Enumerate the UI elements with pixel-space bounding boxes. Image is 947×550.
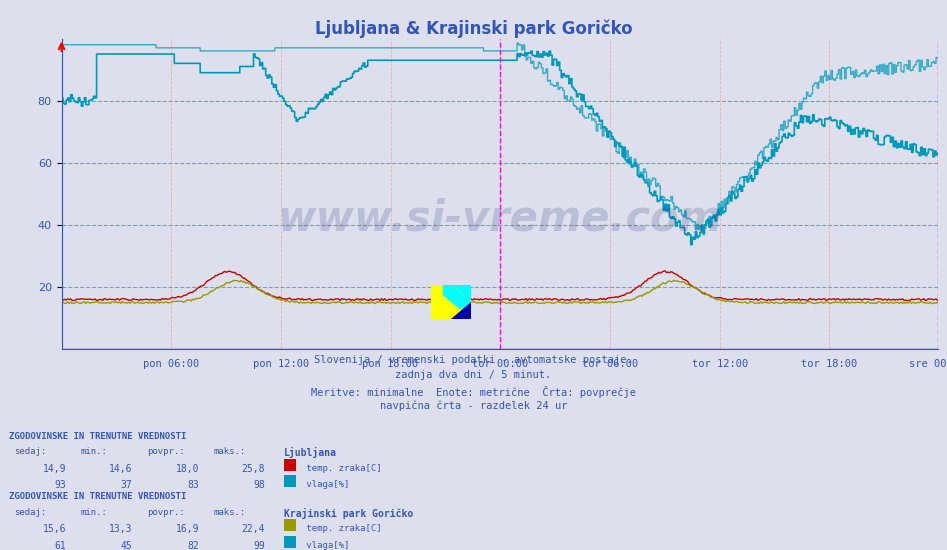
Text: zadnja dva dni / 5 minut.: zadnja dva dni / 5 minut.	[396, 370, 551, 380]
Polygon shape	[451, 285, 471, 302]
Text: sedaj:: sedaj:	[14, 447, 46, 456]
Text: 16,9: 16,9	[175, 524, 199, 534]
Text: 99: 99	[254, 541, 265, 550]
Text: 98: 98	[254, 480, 265, 490]
Text: temp. zraka[C]: temp. zraka[C]	[301, 464, 382, 472]
Text: 15,6: 15,6	[43, 524, 66, 534]
Text: vlaga[%]: vlaga[%]	[301, 541, 349, 549]
Text: maks.:: maks.:	[213, 447, 245, 456]
Text: povpr.:: povpr.:	[147, 447, 185, 456]
Text: navpična črta - razdelek 24 ur: navpična črta - razdelek 24 ur	[380, 401, 567, 411]
Text: 37: 37	[121, 480, 133, 490]
Text: min.:: min.:	[80, 447, 107, 456]
Text: maks.:: maks.:	[213, 508, 245, 516]
Text: 82: 82	[188, 541, 199, 550]
Text: ZGODOVINSKE IN TRENUTNE VREDNOSTI: ZGODOVINSKE IN TRENUTNE VREDNOSTI	[9, 492, 187, 501]
Text: 14,6: 14,6	[109, 464, 133, 474]
Text: ZGODOVINSKE IN TRENUTNE VREDNOSTI: ZGODOVINSKE IN TRENUTNE VREDNOSTI	[9, 432, 187, 441]
Text: vlaga[%]: vlaga[%]	[301, 480, 349, 489]
Text: 22,4: 22,4	[241, 524, 265, 534]
Polygon shape	[451, 302, 471, 319]
Text: 13,3: 13,3	[109, 524, 133, 534]
Text: min.:: min.:	[80, 508, 107, 516]
Text: povpr.:: povpr.:	[147, 508, 185, 516]
Text: www.si-vreme.com: www.si-vreme.com	[277, 198, 722, 240]
Text: 14,9: 14,9	[43, 464, 66, 474]
Text: 83: 83	[188, 480, 199, 490]
Text: Slovenija / vremenski podatki - avtomatske postaje.: Slovenija / vremenski podatki - avtomats…	[314, 355, 633, 365]
Text: Krajinski park Goričko: Krajinski park Goričko	[284, 508, 413, 519]
Text: Meritve: minimalne  Enote: metrične  Črta: povprečje: Meritve: minimalne Enote: metrične Črta:…	[311, 386, 636, 398]
Text: temp. zraka[C]: temp. zraka[C]	[301, 524, 382, 533]
Text: sedaj:: sedaj:	[14, 508, 46, 516]
Text: 61: 61	[55, 541, 66, 550]
Text: Ljubljana & Krajinski park Goričko: Ljubljana & Krajinski park Goričko	[314, 19, 633, 38]
Text: Ljubljana: Ljubljana	[284, 447, 337, 458]
Text: 45: 45	[121, 541, 133, 550]
Text: 25,8: 25,8	[241, 464, 265, 474]
Polygon shape	[443, 285, 471, 309]
Text: 93: 93	[55, 480, 66, 490]
Text: 18,0: 18,0	[175, 464, 199, 474]
